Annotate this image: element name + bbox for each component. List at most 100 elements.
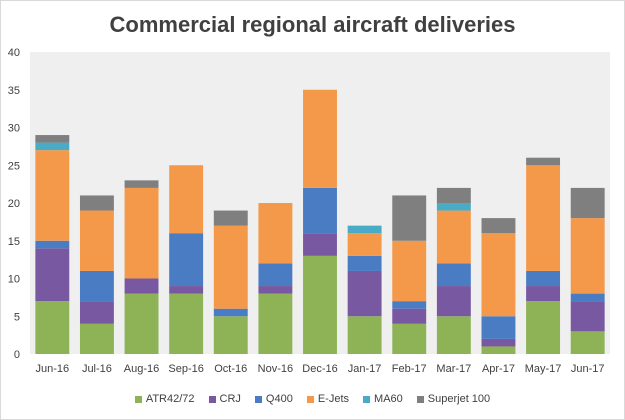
legend-item: Superjet 100	[416, 393, 491, 405]
legend-swatch	[363, 395, 371, 403]
legend-label: MA60	[374, 393, 403, 405]
bar-segment	[35, 301, 70, 354]
bar-segment	[481, 346, 516, 354]
x-tick-label: Jul-16	[82, 363, 112, 375]
bar-segment	[258, 263, 293, 287]
bar-segment	[35, 142, 70, 151]
bar-segment	[303, 255, 337, 354]
bar-segment	[436, 187, 471, 203]
legend-swatch	[254, 395, 262, 403]
bar-segment	[124, 180, 159, 188]
y-tick-label: 15	[8, 236, 20, 248]
bar-segment	[436, 286, 471, 317]
x-tick-label: Nov-16	[258, 363, 293, 375]
chart-legend: ATR42/72 CRJ Q400 E-Jets MA60 Superjet 100	[0, 393, 625, 405]
bar-segment	[347, 233, 382, 256]
bar-segment	[35, 150, 70, 241]
bar-segment	[570, 301, 605, 332]
bar-segment	[79, 301, 114, 324]
bar-segment	[570, 293, 605, 302]
bar-segment	[79, 210, 114, 271]
legend-label: Q400	[265, 393, 293, 405]
x-tick-label: Aug-16	[124, 363, 159, 375]
y-tick-label: 20	[8, 198, 20, 210]
bar-segment	[347, 316, 382, 354]
y-tick-label: 30	[8, 123, 20, 135]
bar-segment	[392, 323, 427, 354]
x-tick-label: Apr-17	[482, 363, 515, 375]
legend-label: Superjet 100	[427, 393, 491, 405]
bar-segment	[303, 233, 337, 256]
bar-segment	[436, 210, 471, 264]
bar-segment	[481, 233, 516, 317]
bar-segment	[303, 89, 337, 188]
y-tick-label: 0	[14, 349, 20, 361]
legend-label: ATR42/72	[145, 393, 195, 405]
legend-item: ATR42/72	[134, 393, 195, 405]
bar-segment	[347, 225, 382, 234]
bar-segment	[570, 187, 605, 219]
bar-segment	[79, 270, 114, 302]
bar-segment	[347, 270, 382, 317]
x-tick-label: Mar-17	[436, 363, 471, 375]
legend-item: MA60	[363, 393, 403, 405]
bar-segment	[436, 263, 471, 287]
bar-segment	[35, 240, 70, 249]
bar-segment	[392, 301, 427, 309]
bar-segment	[213, 210, 248, 226]
chart-title: Commercial regional aircraft deliveries	[109, 12, 516, 37]
bar-segment	[35, 248, 70, 302]
x-tick-label: May-17	[525, 363, 562, 375]
bar-segment	[347, 255, 382, 271]
bar-segment	[570, 218, 605, 294]
bar-segment	[526, 157, 561, 166]
bar-segment	[79, 195, 114, 211]
legend-item: Q400	[254, 393, 293, 405]
legend-item: CRJ	[208, 393, 241, 405]
bar-segment	[213, 308, 248, 317]
bar-segment	[436, 203, 471, 211]
bar-segment	[526, 301, 561, 354]
bar-segment	[303, 187, 337, 234]
bar-segment	[258, 293, 293, 354]
bar-segment	[526, 165, 561, 271]
legend-swatch	[134, 395, 142, 403]
bar-segment	[169, 233, 204, 287]
y-tick-label: 35	[8, 85, 20, 97]
y-tick-label: 5	[14, 311, 20, 323]
bar-segment	[392, 308, 427, 324]
x-tick-label: Dec-16	[302, 363, 337, 375]
y-tick-label: 40	[8, 47, 20, 59]
bar-segment	[481, 338, 516, 347]
legend-label: CRJ	[219, 393, 241, 405]
x-tick-label: Jun-16	[35, 363, 69, 375]
x-tick-label: Oct-16	[214, 363, 247, 375]
x-tick-label: Jan-17	[348, 363, 382, 375]
bar-segment	[169, 293, 204, 354]
bar-segment	[169, 286, 204, 294]
legend-swatch	[416, 395, 424, 403]
bar-segment	[213, 225, 248, 309]
x-tick-label: Sep-16	[168, 363, 203, 375]
bar-segment	[124, 278, 159, 294]
y-tick-label: 10	[8, 274, 20, 286]
bar-segment	[124, 293, 159, 354]
x-tick-label: Jun-17	[571, 363, 605, 375]
bar-segment	[213, 316, 248, 354]
bar-segment	[169, 165, 204, 234]
bar-segment	[436, 316, 471, 354]
bar-segment	[124, 187, 159, 279]
legend-item: E-Jets	[306, 393, 350, 405]
bar-segment	[258, 203, 293, 264]
bar-segment	[35, 135, 70, 143]
legend-label: E-Jets	[317, 393, 350, 405]
legend-swatch	[306, 395, 314, 403]
bar-segment	[570, 331, 605, 354]
bar-segment	[392, 240, 427, 302]
bar-segment	[481, 316, 516, 339]
y-tick-label: 25	[8, 160, 20, 172]
bar-segment	[258, 286, 293, 294]
x-tick-label: Feb-17	[392, 363, 427, 375]
bar-segment	[526, 286, 561, 302]
